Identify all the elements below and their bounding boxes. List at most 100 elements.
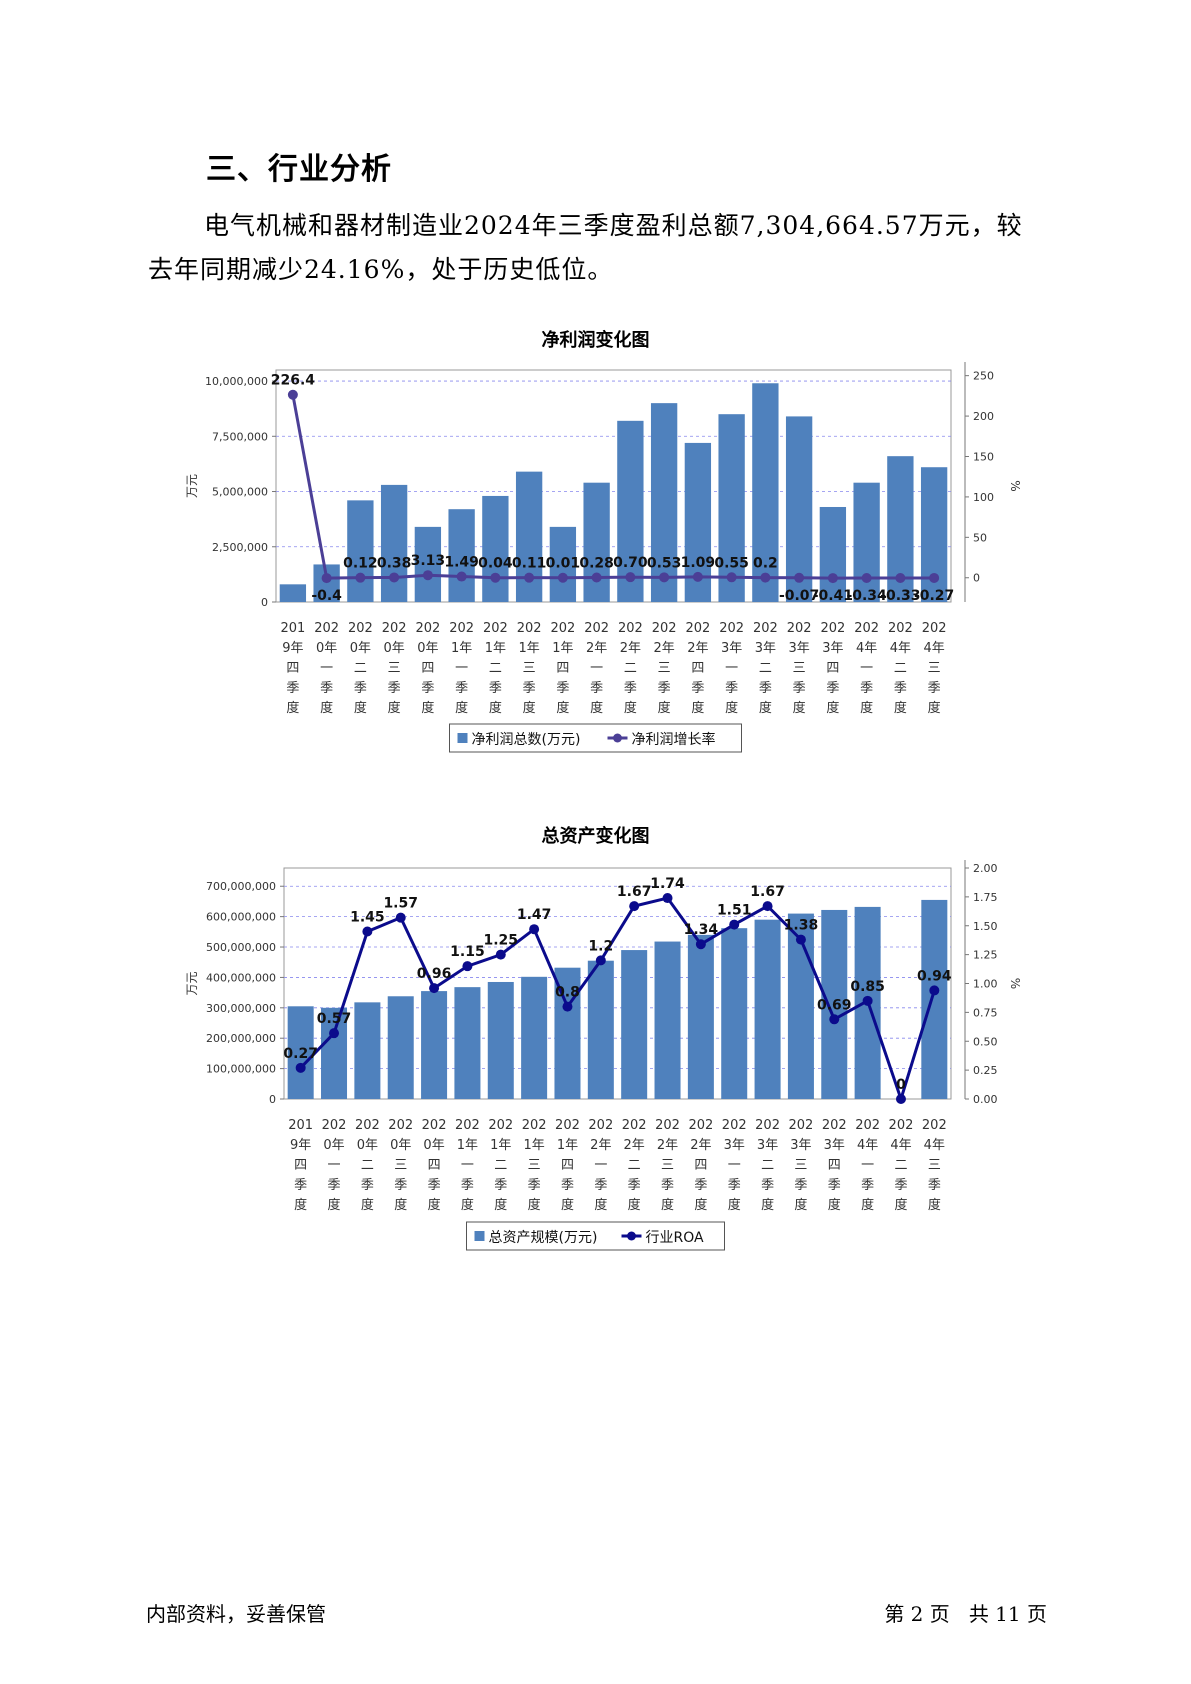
x-tick-label: 202 (618, 621, 643, 636)
x-tick-label: 0年 (390, 1138, 411, 1153)
y-right-tick-label: 0 (973, 572, 980, 585)
x-tick-label: 202 (382, 621, 407, 636)
x-tick-label: 202 (355, 1118, 380, 1133)
x-tick-label: 一 (455, 661, 468, 676)
x-tick-label: 度 (421, 700, 434, 716)
x-tick-label: 度 (556, 700, 569, 716)
x-tick-label: 1年 (457, 1138, 478, 1153)
legend-swatch-bar (457, 733, 468, 743)
x-tick-label: 202 (688, 1118, 713, 1133)
x-tick-label: 度 (461, 1197, 474, 1213)
x-tick-label: 度 (658, 700, 671, 716)
data-label: 1.57 (383, 896, 418, 912)
data-label: 1.2 (588, 938, 613, 954)
data-label: 0.01 (546, 556, 581, 572)
x-tick-label: 4年 (924, 1138, 945, 1153)
x-tick-label: 季 (561, 1178, 574, 1193)
data-label: 0.11 (512, 556, 547, 572)
line-point (662, 893, 673, 904)
y-left-tick-label: 100,000,000 (206, 1063, 276, 1076)
series-line (291, 394, 935, 580)
y-left-tick-label: 300,000,000 (206, 1002, 276, 1015)
x-tick-label: 4年 (857, 1138, 878, 1153)
x-tick-label: 202 (314, 621, 339, 636)
y-left-tick-label: 700,000,000 (206, 880, 276, 893)
x-tick-label: 季 (793, 681, 806, 696)
x-tick-label: 0年 (383, 641, 404, 656)
x-tick-label: 二 (624, 661, 637, 676)
x-tick-label: 202 (789, 1118, 814, 1133)
x-tick-label: 度 (728, 1197, 741, 1213)
data-label: 1.47 (517, 907, 552, 923)
x-tick-label: 季 (624, 681, 637, 696)
x-tick-label: 3年 (824, 1138, 845, 1153)
data-label: 1.74 (650, 876, 685, 892)
x-tick-label: 四 (286, 661, 299, 676)
y-right-tick-label: 0.00 (973, 1093, 998, 1106)
data-label: 0.38 (377, 555, 412, 571)
line-point (760, 572, 771, 583)
data-label: -0.34 (846, 588, 887, 604)
y-right-tick-label: 0.75 (973, 1006, 998, 1019)
x-tick-label: 二 (494, 1158, 507, 1173)
line-point (462, 961, 473, 972)
bar (654, 941, 681, 1099)
y-left-tick-label: 0 (261, 596, 268, 609)
x-tick-label: 一 (860, 661, 873, 676)
x-tick-label: 202 (855, 1118, 880, 1133)
x-tick-label: 季 (388, 681, 401, 696)
x-tick-label: 季 (523, 681, 536, 696)
bar (752, 383, 779, 602)
y-right-tick-label: 50 (973, 531, 987, 544)
y-left-tick-label: 10,000,000 (205, 375, 268, 388)
y-left-axis-title: 万元 (185, 474, 199, 498)
data-label: 0.55 (714, 555, 749, 571)
x-tick-label: 0年 (323, 1138, 344, 1153)
x-tick-label: 季 (761, 1178, 774, 1193)
x-tick-label: 202 (455, 1118, 480, 1133)
line-point (827, 573, 838, 584)
data-label: 1.67 (617, 884, 652, 900)
line-point (490, 572, 501, 583)
x-tick-label: 二 (489, 661, 502, 676)
y-right-tick-label: 250 (973, 370, 994, 383)
x-tick-label: 三 (928, 1158, 941, 1173)
x-tick-label: 1年 (552, 641, 573, 656)
bar (347, 500, 374, 602)
x-tick-label: 四 (826, 661, 839, 676)
series-line (299, 896, 936, 1104)
x-tick-label: 度 (759, 700, 772, 716)
data-label: 0.12 (343, 556, 378, 572)
data-label: 0.69 (817, 997, 852, 1013)
x-tick-label: 季 (320, 681, 333, 696)
x-tick-label: 4年 (856, 641, 877, 656)
x-tick-label: 二 (894, 1158, 907, 1173)
x-tick-label: 1年 (490, 1138, 511, 1153)
bar (387, 996, 414, 1099)
legend-swatch-point (627, 1231, 636, 1241)
x-tick-label: 度 (860, 700, 873, 716)
total-assets-chart: 0 100,000,000 200,000,000 300,000,000 400,00… (185, 860, 1022, 1251)
bar (921, 899, 948, 1099)
line-point (692, 571, 703, 582)
y-left-tick-label: 500,000,000 (206, 941, 276, 954)
x-tick-label: 季 (725, 681, 738, 696)
x-tick-label: 1年 (485, 641, 506, 656)
x-tick-label: 二 (354, 661, 367, 676)
x-tick-label: 202 (588, 1118, 613, 1133)
x-tick-label: 4年 (890, 641, 911, 656)
x-tick-label: 季 (294, 1178, 307, 1193)
bar (785, 416, 813, 602)
line-point (795, 934, 806, 945)
y-right-tick-label: 150 (973, 450, 994, 463)
x-tick-label: 三 (528, 1158, 541, 1173)
x-tick-label: 1年 (451, 641, 472, 656)
y-left-tick-label: 200,000,000 (206, 1032, 276, 1045)
bar (549, 526, 577, 602)
x-tick-label: 2年 (657, 1138, 678, 1153)
y-left-axis-title: 万元 (185, 971, 199, 995)
line-point (929, 572, 940, 583)
x-tick-label: 一 (590, 661, 603, 676)
bar (448, 509, 475, 602)
line-point (629, 901, 640, 912)
